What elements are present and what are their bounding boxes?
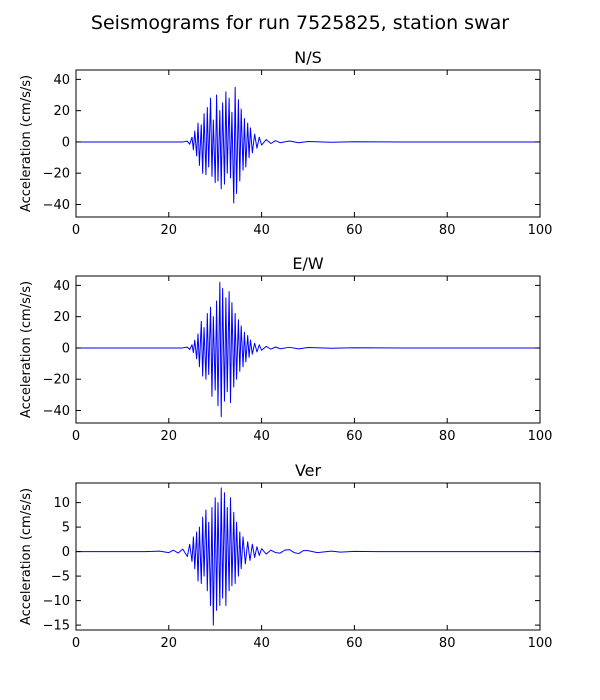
x-tick-label-ew-100: 100 (528, 429, 553, 444)
plot-frame-ns (75, 69, 541, 218)
y-tick-label-ns--40: −40 (43, 198, 70, 213)
y-tick-label-ew-0: 0 (62, 341, 70, 356)
y-tick-label-ns-40: 40 (53, 73, 70, 88)
x-tick-label-ew-40: 40 (253, 429, 270, 444)
y-tick-label-ns--20: −20 (43, 167, 70, 182)
x-tick-label-ns-80: 80 (439, 223, 456, 238)
x-tick-label-ver-60: 60 (346, 636, 363, 651)
x-tick-label-ns-40: 40 (253, 223, 270, 238)
x-tick-label-ver-40: 40 (253, 636, 270, 651)
y-tick-label-ns-0: 0 (62, 135, 70, 150)
y-axis-label-ew: Acceleration (cm/s/s) (19, 281, 34, 418)
figure-title: Seismograms for run 7525825, station swa… (91, 12, 509, 34)
x-tick-label-ns-60: 60 (346, 223, 363, 238)
subplot-ew: E/W Acceleration (cm/s/s) 0 20 40 60 80 100 −40 −… (19, 254, 552, 444)
x-tick-label-ns-20: 20 (161, 223, 178, 238)
subplot-ns: N/S Acceleration (cm/s/s) 0 20 40 60 80 100 −40 −… (19, 48, 552, 238)
x-tick-label-ver-20: 20 (161, 636, 178, 651)
x-tick-label-ew-20: 20 (161, 429, 178, 444)
x-tick-label-ew-60: 60 (346, 429, 363, 444)
x-tick-label-ns-0: 0 (72, 223, 80, 238)
y-tick-label-ew-20: 20 (53, 310, 70, 325)
seismogram-trace-ns (76, 86, 540, 204)
x-tick-label-ver-80: 80 (439, 636, 456, 651)
x-tick-label-ver-100: 100 (528, 636, 553, 651)
seismogram-trace-ver (76, 487, 540, 626)
y-tick-label-ver--10: −10 (43, 594, 70, 609)
y-tick-label-ver-5: 5 (62, 521, 70, 536)
y-axis-label-ns: Acceleration (cm/s/s) (19, 75, 34, 212)
plot-frame-ew (75, 275, 541, 424)
y-tick-label-ew-40: 40 (53, 279, 70, 294)
y-tick-label-ver-0: 0 (62, 545, 70, 560)
x-tick-label-ew-0: 0 (72, 429, 80, 444)
y-tick-label-ns-20: 20 (53, 104, 70, 119)
y-tick-label-ver--15: −15 (43, 619, 70, 634)
subplot-title-ew: E/W (292, 254, 324, 273)
y-tick-label-ew--20: −20 (43, 373, 70, 388)
plot-frame-ver (75, 482, 541, 631)
subplot-title-ns: N/S (294, 48, 322, 67)
y-tick-label-ew--40: −40 (43, 404, 70, 419)
x-tick-label-ver-0: 0 (72, 636, 80, 651)
y-tick-label-ver--5: −5 (51, 570, 70, 585)
x-tick-label-ew-80: 80 (439, 429, 456, 444)
seismogram-trace-ew (76, 281, 540, 418)
x-tick-label-ns-100: 100 (528, 223, 553, 238)
subplot-title-ver: Ver (295, 461, 322, 480)
y-tick-label-ver-10: 10 (53, 496, 70, 511)
y-axis-label-ver: Acceleration (cm/s/s) (19, 488, 34, 625)
